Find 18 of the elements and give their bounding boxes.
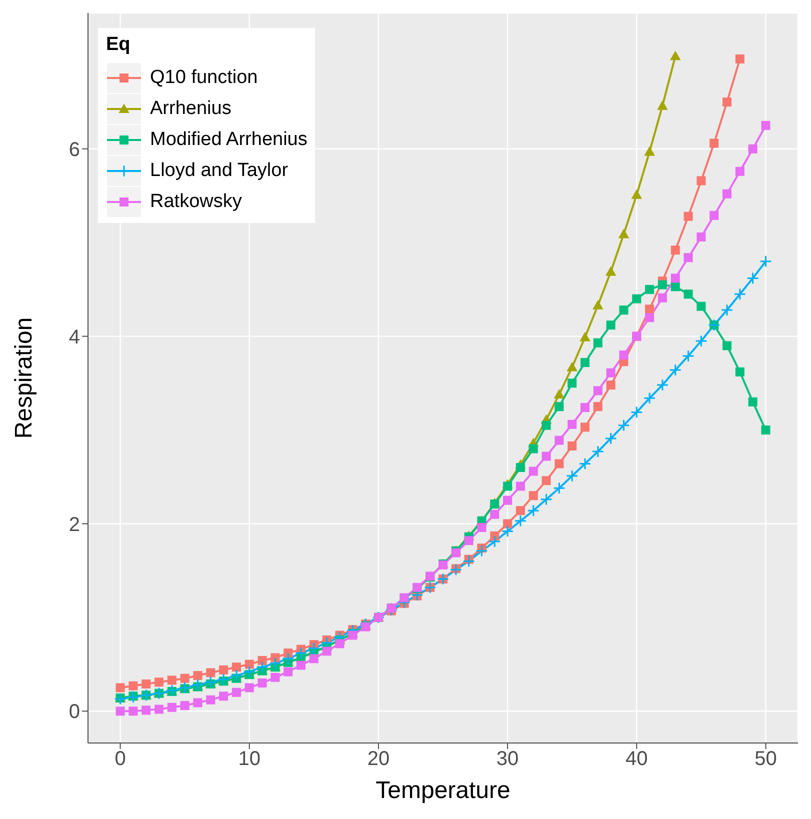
x-tick-label: 10: [238, 748, 260, 770]
y-tick-label: 2: [68, 514, 80, 536]
legend-label: Ratkowsky: [150, 190, 242, 212]
legend-title: Eq: [106, 34, 132, 56]
y-tick-label: 4: [68, 326, 80, 348]
x-tick-label: 30: [496, 748, 519, 770]
x-tick-label: 20: [367, 748, 390, 770]
y-axis-title: Respiration: [10, 317, 38, 439]
y-tick-label: 0: [68, 701, 80, 724]
legend-label: Q10 function: [150, 66, 258, 88]
legend-label: Lloyd and Taylor: [150, 160, 288, 182]
legend-label: Modified Arrhenius: [150, 128, 308, 150]
x-tick-label: 50: [754, 748, 777, 770]
x-tick-label: 0: [114, 748, 126, 770]
x-axis-title: Temperature: [376, 777, 510, 804]
x-tick-label: 40: [626, 748, 648, 770]
legend-label: Arrhenius: [150, 98, 232, 120]
y-tick-label: 6: [68, 138, 80, 161]
